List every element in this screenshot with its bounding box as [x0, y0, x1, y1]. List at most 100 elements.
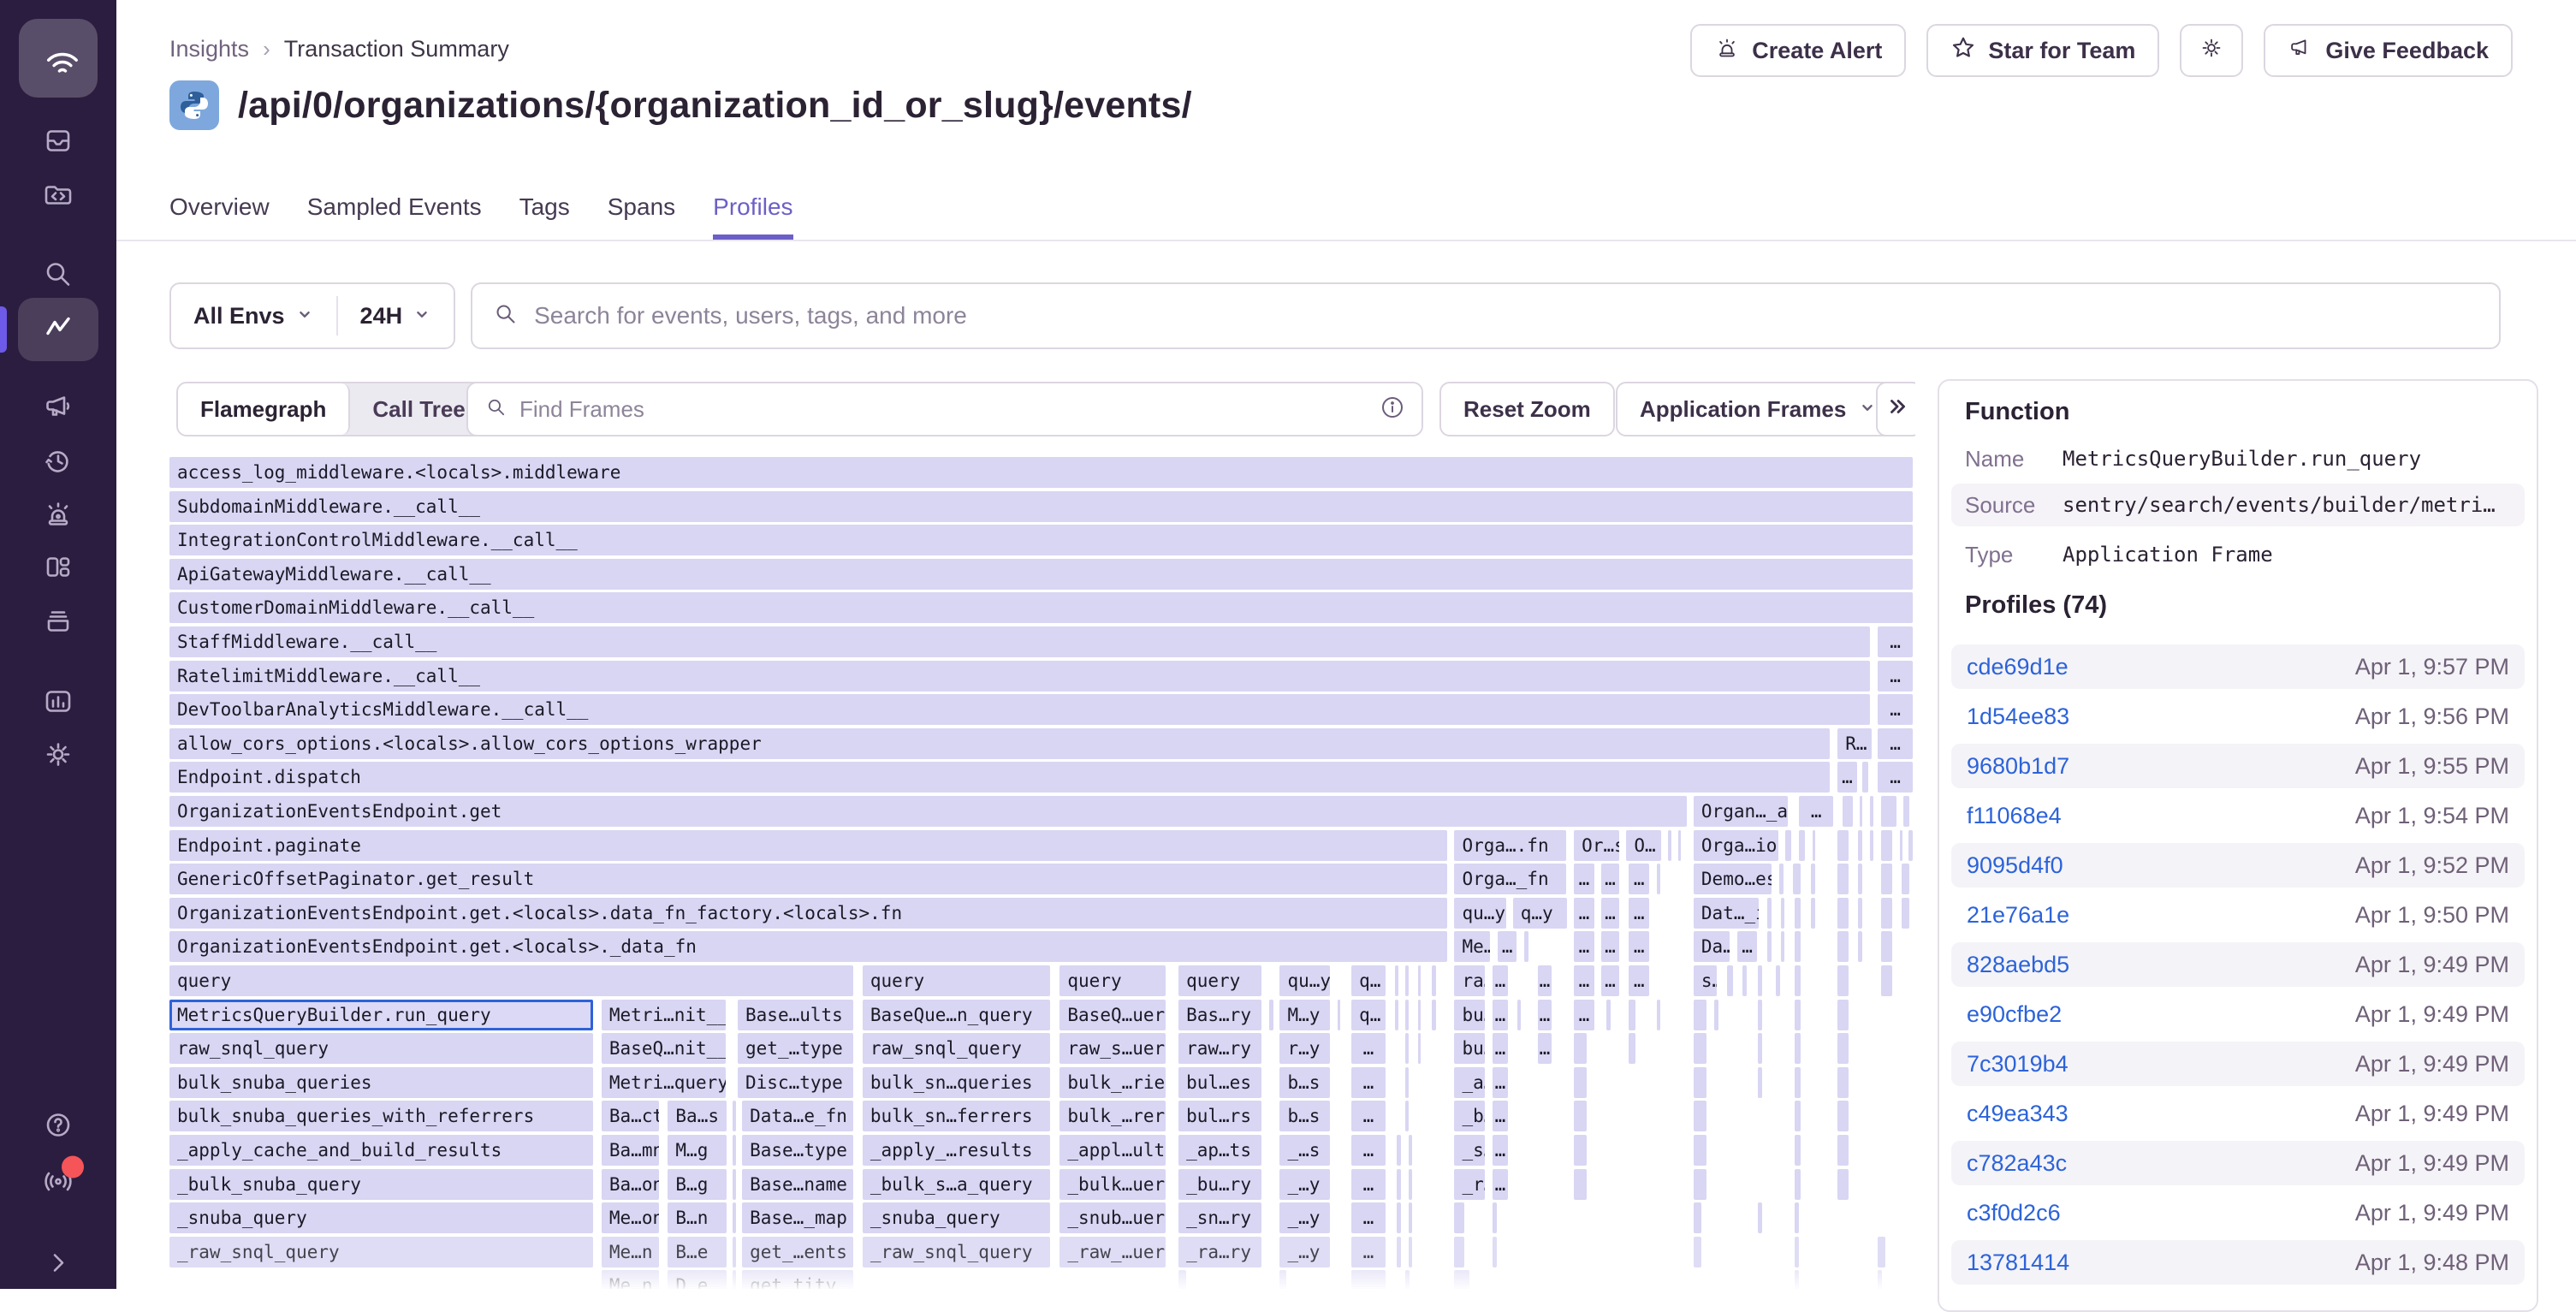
frame-cell[interactable]	[1810, 864, 1815, 894]
frame-cell[interactable]	[1693, 1169, 1707, 1200]
frame-cell[interactable]: …	[1498, 931, 1517, 962]
frame-cell[interactable]	[1766, 931, 1772, 962]
frame-cell[interactable]	[1908, 830, 1913, 861]
frame-cell[interactable]: Me…n	[601, 1270, 660, 1289]
frame-cell[interactable]: _apply_…results	[862, 1135, 1051, 1166]
frame-cell[interactable]	[1714, 1000, 1719, 1030]
frame-cell[interactable]: s…r	[1693, 965, 1718, 996]
frame-cell[interactable]: …	[1493, 1101, 1508, 1131]
frame-cell[interactable]: …	[1600, 965, 1620, 996]
sidebar-item-releases[interactable]	[42, 605, 74, 642]
frame-cell[interactable]	[1629, 1000, 1635, 1030]
frame-cell[interactable]: …	[1600, 864, 1620, 894]
frame-cell[interactable]: _r…y	[1454, 1169, 1486, 1200]
frame-cell[interactable]: q…	[1351, 965, 1386, 996]
frame-cell[interactable]: get_…ents	[742, 1237, 853, 1267]
frame-cell[interactable]: O…	[1626, 830, 1662, 861]
frame-cell[interactable]: …	[1736, 931, 1758, 962]
sidebar-item-help[interactable]	[41, 1108, 75, 1147]
frame-cell[interactable]	[1417, 965, 1422, 996]
frame-cell[interactable]	[1606, 1000, 1611, 1030]
frame-cell[interactable]	[1869, 830, 1873, 861]
profile-id-link[interactable]: 1d54ee83	[1967, 703, 2070, 729]
frame-cell[interactable]: bulk_sn…ferrers	[862, 1101, 1051, 1131]
frame-cell[interactable]: GenericOffsetPaginator.get_result	[169, 864, 1448, 894]
frame-cell[interactable]: R…	[1837, 728, 1872, 759]
frame-cell[interactable]	[1668, 830, 1671, 861]
frame-cell[interactable]: _appl…ults	[1059, 1135, 1166, 1166]
frame-cell[interactable]: …	[1351, 1202, 1386, 1233]
frame-cell[interactable]	[1799, 830, 1806, 861]
sidebar-item-dashboards[interactable]	[42, 551, 74, 588]
sidebar-item-insights[interactable]	[41, 311, 75, 349]
profile-id-link[interactable]: c782a43c	[1967, 1149, 2068, 1176]
frame-cell[interactable]	[1899, 830, 1903, 861]
frame-cell[interactable]: _apply_cache_and_build_results	[169, 1135, 593, 1166]
frame-cell[interactable]	[1279, 1270, 1286, 1289]
frame-cell[interactable]: …	[1600, 898, 1620, 929]
frame-cell[interactable]	[1881, 898, 1893, 929]
frame-cell[interactable]: ApiGatewayMiddleware.__call__	[169, 559, 1913, 590]
sidebar-item-feedback[interactable]	[42, 391, 74, 428]
frame-cell[interactable]	[1881, 965, 1893, 996]
frame-cell[interactable]: …	[1351, 1169, 1386, 1200]
frame-cell[interactable]	[1431, 1000, 1436, 1030]
event-search-input[interactable]	[534, 302, 2479, 329]
frame-cell[interactable]	[1524, 931, 1529, 962]
frame-cell[interactable]	[1693, 1101, 1707, 1131]
frame-cell[interactable]	[732, 1135, 736, 1166]
frame-cell[interactable]	[1881, 830, 1893, 861]
frame-cell[interactable]: Da…d	[1693, 931, 1730, 962]
frame-cell[interactable]: Or…s	[1574, 830, 1620, 861]
frame-cell[interactable]	[1795, 1270, 1800, 1289]
frame-cell[interactable]	[1629, 1033, 1635, 1064]
give-feedback-button[interactable]: Give Feedback	[2264, 24, 2513, 77]
frame-cell[interactable]	[732, 1101, 736, 1131]
frame-cell[interactable]	[1795, 1000, 1801, 1030]
frame-cell[interactable]	[1795, 898, 1801, 929]
profile-id-link[interactable]: 9680b1d7	[1967, 752, 2070, 779]
frame-cell[interactable]: …	[1600, 931, 1620, 962]
frame-cell[interactable]: BaseQ…uery	[1059, 1000, 1166, 1030]
frame-cell[interactable]: bu…s	[1454, 1033, 1486, 1064]
frame-cell[interactable]	[1758, 1067, 1763, 1098]
frame-cell[interactable]: _ra…ry	[1178, 1237, 1261, 1267]
frame-cell[interactable]	[1837, 830, 1849, 861]
frame-cell[interactable]: get_…type	[738, 1033, 853, 1064]
frame-cell[interactable]: _bulk_snuba_query	[169, 1169, 593, 1200]
frame-cell[interactable]	[1409, 1237, 1413, 1267]
call-tree-toggle[interactable]: Call Tree	[372, 395, 466, 422]
profile-id-link[interactable]: 7c3019b4	[1967, 1050, 2069, 1077]
frame-cell[interactable]: …	[1574, 1000, 1594, 1030]
frame-cell[interactable]: query	[1059, 965, 1166, 996]
frame-cell[interactable]: …	[1574, 965, 1594, 996]
frame-cell[interactable]	[1881, 931, 1893, 962]
frame-cell[interactable]	[1454, 1270, 1469, 1289]
frame-cell[interactable]: Orga…_fn	[1454, 864, 1566, 894]
profile-id-link[interactable]: 21e76a1e	[1967, 901, 2070, 928]
frame-cell[interactable]: BaseQ…nit__	[601, 1033, 726, 1064]
frame-cell[interactable]	[1693, 1067, 1707, 1098]
frame-cell[interactable]	[1837, 1033, 1849, 1064]
profile-id-link[interactable]: f11068e4	[1967, 802, 2062, 828]
frame-cell[interactable]	[1431, 965, 1436, 996]
frame-cell[interactable]: …	[1351, 1135, 1386, 1166]
frame-cell[interactable]: Bas…ry	[1178, 1000, 1261, 1030]
frame-cell[interactable]: OrganizationEventsEndpoint.get.<locals>.…	[169, 931, 1448, 962]
frame-cell[interactable]	[1795, 1135, 1801, 1166]
settings-button[interactable]	[2180, 24, 2244, 77]
frame-cell[interactable]	[1795, 1101, 1801, 1131]
frame-cell[interactable]: …	[1878, 728, 1913, 759]
frame-cell[interactable]	[1775, 965, 1780, 996]
frame-cell[interactable]: _raw_snql_query	[862, 1237, 1051, 1267]
frame-cell[interactable]	[1795, 1237, 1800, 1267]
frame-cell[interactable]: …	[1878, 694, 1913, 725]
frame-cell[interactable]: …	[1574, 864, 1594, 894]
frame-cell-selected[interactable]: MetricsQueryBuilder.run_query	[169, 1000, 593, 1030]
reset-zoom-button[interactable]: Reset Zoom	[1439, 382, 1615, 436]
frame-cell[interactable]	[1409, 1202, 1413, 1233]
frame-cell[interactable]: Organ…_args	[1693, 796, 1789, 827]
flamegraph-toggle[interactable]: Flamegraph	[178, 383, 351, 435]
frame-cell[interactable]: …	[1629, 965, 1649, 996]
frame-cell[interactable]	[1574, 1135, 1588, 1166]
